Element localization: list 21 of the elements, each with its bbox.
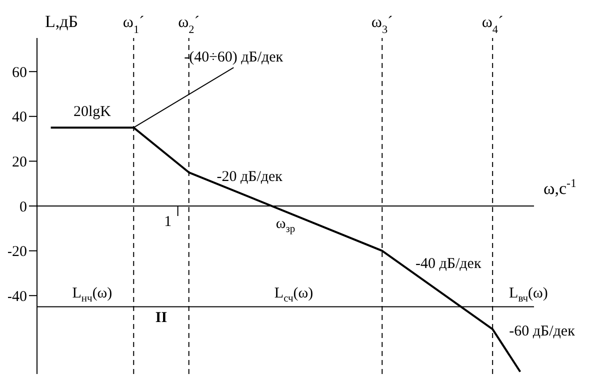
annotation: -(40÷60) дБ/дек [184,50,284,66]
annotation: -40 дБ/дек [416,256,482,272]
y-axis-title: L,дБ [45,12,78,31]
annotation: II [155,310,168,326]
annotation: -20 дБ/дек [216,168,284,185]
annotation: L$_{сч}$(ω) [274,285,314,304]
x-tick-label: ω$_{4}$´ [482,14,504,36]
y-tick-label: 0 [20,199,27,216]
x-tick-label: ω$_{2}$´ [178,14,200,36]
x-axis-title: ω,с$^{-1}$ [544,176,577,198]
x-tick-label: ω$_{1}$´ [122,14,144,36]
annotation: ω$_{зр}$ [276,216,296,235]
annotation: 20lgK [73,104,112,120]
y-tick-label: 20 [12,154,27,171]
y-tick-label: 60 [12,64,27,81]
x-tick-label: ω$_{3}$´ [371,14,393,36]
annotation: 1 [164,214,172,230]
annotation: -60 дБ/дек [509,323,576,340]
annotation: L$_{вч}$(ω) [509,285,548,304]
y-tick-label: 40 [12,110,27,126]
annotation: L$_{нч}$(ω) [72,285,112,304]
